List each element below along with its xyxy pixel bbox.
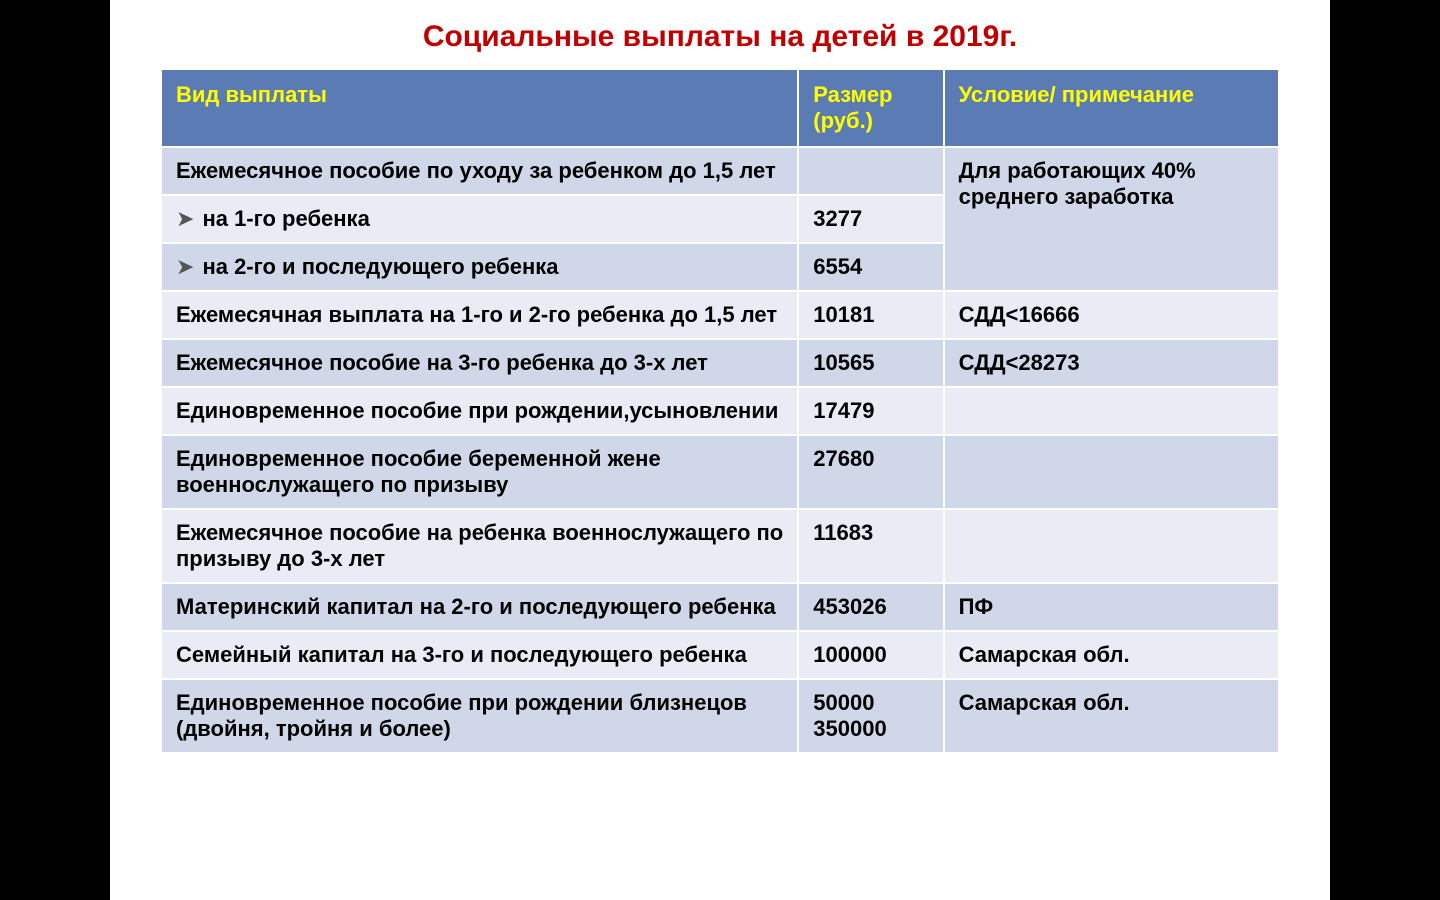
cell-payment: ➤ на 1-го ребенка [161, 195, 798, 243]
table-row: Материнский капитал на 2-го и последующе… [161, 583, 1279, 631]
cell-amount: 3277 [798, 195, 943, 243]
bullet-icon: ➤ [176, 206, 194, 232]
cell-payment: Ежемесячное пособие на ребенка военнослу… [161, 509, 798, 583]
cell-amount: 50000 350000 [798, 679, 943, 753]
cell-amount: 10181 [798, 291, 943, 339]
cell-payment: Ежемесячная выплата на 1-го и 2-го ребен… [161, 291, 798, 339]
table-row: Единовременное пособие при рождении,усын… [161, 387, 1279, 435]
cell-note: СДД<16666 [944, 291, 1279, 339]
col-header-note: Условие/ примечание [944, 69, 1279, 147]
cell-amount: 11683 [798, 509, 943, 583]
cell-note: Самарская обл. [944, 679, 1279, 753]
payments-table: Вид выплаты Размер (руб.) Условие/ приме… [160, 68, 1280, 754]
cell-payment: ➤ на 2-го и последующего ребенка [161, 243, 798, 291]
cell-payment: Семейный капитал на 3-го и последующего … [161, 631, 798, 679]
cell-amount: 453026 [798, 583, 943, 631]
cell-payment: Единовременное пособие при рождении близ… [161, 679, 798, 753]
cell-payment-text: на 1-го ребенка [202, 206, 369, 231]
cell-note: Для работающих 40% среднего заработка [944, 147, 1279, 291]
cell-note [944, 509, 1279, 583]
table-row: Ежемесячное пособие по уходу за ребенком… [161, 147, 1279, 195]
table-row: Единовременное пособие беременной жене в… [161, 435, 1279, 509]
cell-note: Самарская обл. [944, 631, 1279, 679]
bullet-icon: ➤ [176, 254, 194, 280]
cell-note: СДД<28273 [944, 339, 1279, 387]
slide-title: Социальные выплаты на детей в 2019г. [160, 20, 1280, 54]
cell-note [944, 435, 1279, 509]
col-header-amount: Размер (руб.) [798, 69, 943, 147]
cell-payment: Ежемесячное пособие на 3-го ребенка до 3… [161, 339, 798, 387]
cell-note: ПФ [944, 583, 1279, 631]
cell-amount: 10565 [798, 339, 943, 387]
cell-payment: Единовременное пособие при рождении,усын… [161, 387, 798, 435]
slide: Социальные выплаты на детей в 2019г. Вид… [110, 0, 1330, 900]
cell-note [944, 387, 1279, 435]
col-header-payment: Вид выплаты [161, 69, 798, 147]
cell-payment-text: на 2-го и последующего ребенка [202, 254, 558, 279]
cell-amount: 6554 [798, 243, 943, 291]
cell-amount: 27680 [798, 435, 943, 509]
table-row: Ежемесячное пособие на ребенка военнослу… [161, 509, 1279, 583]
table-row: Ежемесячная выплата на 1-го и 2-го ребен… [161, 291, 1279, 339]
table-row: Единовременное пособие при рождении близ… [161, 679, 1279, 753]
cell-payment: Ежемесячное пособие по уходу за ребенком… [161, 147, 798, 195]
cell-amount: 17479 [798, 387, 943, 435]
table-row: Семейный капитал на 3-го и последующего … [161, 631, 1279, 679]
cell-amount [798, 147, 943, 195]
table-row: Ежемесячное пособие на 3-го ребенка до 3… [161, 339, 1279, 387]
table-header-row: Вид выплаты Размер (руб.) Условие/ приме… [161, 69, 1279, 147]
cell-payment: Единовременное пособие беременной жене в… [161, 435, 798, 509]
cell-payment: Материнский капитал на 2-го и последующе… [161, 583, 798, 631]
cell-amount: 100000 [798, 631, 943, 679]
